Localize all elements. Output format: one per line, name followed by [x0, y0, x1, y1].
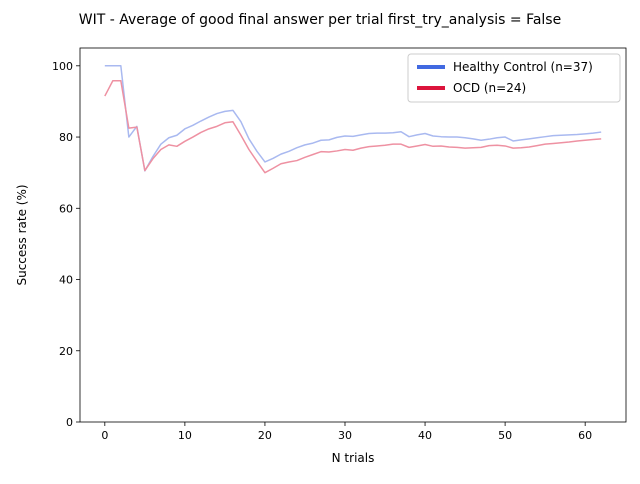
series-layer [104, 65, 602, 174]
y-axis: 0 20 40 60 80 100 [52, 60, 80, 429]
y-tick-label: 80 [59, 131, 73, 144]
y-tick-label: 20 [59, 345, 73, 358]
x-tick-label: 30 [338, 429, 352, 442]
x-axis: 0 10 20 30 40 50 60 [101, 422, 592, 442]
series-line-1 [104, 80, 602, 174]
y-tick-label: 40 [59, 274, 73, 287]
chart-title: WIT - Average of good final answer per t… [79, 12, 561, 28]
x-tick-label: 40 [418, 429, 432, 442]
x-tick-label: 0 [101, 429, 108, 442]
legend-label-1: OCD (n=24) [453, 81, 526, 95]
y-tick-label: 0 [66, 416, 73, 429]
x-tick-label: 50 [498, 429, 512, 442]
legend-label-0: Healthy Control (n=37) [453, 60, 593, 74]
x-tick-label: 10 [178, 429, 192, 442]
legend-box [407, 53, 621, 103]
x-tick-label: 20 [258, 429, 272, 442]
legend: Healthy Control (n=37) OCD (n=24) [407, 53, 621, 103]
x-tick-label: 60 [578, 429, 592, 442]
y-axis-label: Success rate (%) [15, 184, 29, 285]
y-tick-label: 60 [59, 202, 73, 215]
plot-frame [79, 47, 627, 423]
series-line-0 [104, 65, 602, 172]
x-axis-label: N trials [332, 451, 375, 465]
y-tick-label: 100 [52, 60, 73, 73]
